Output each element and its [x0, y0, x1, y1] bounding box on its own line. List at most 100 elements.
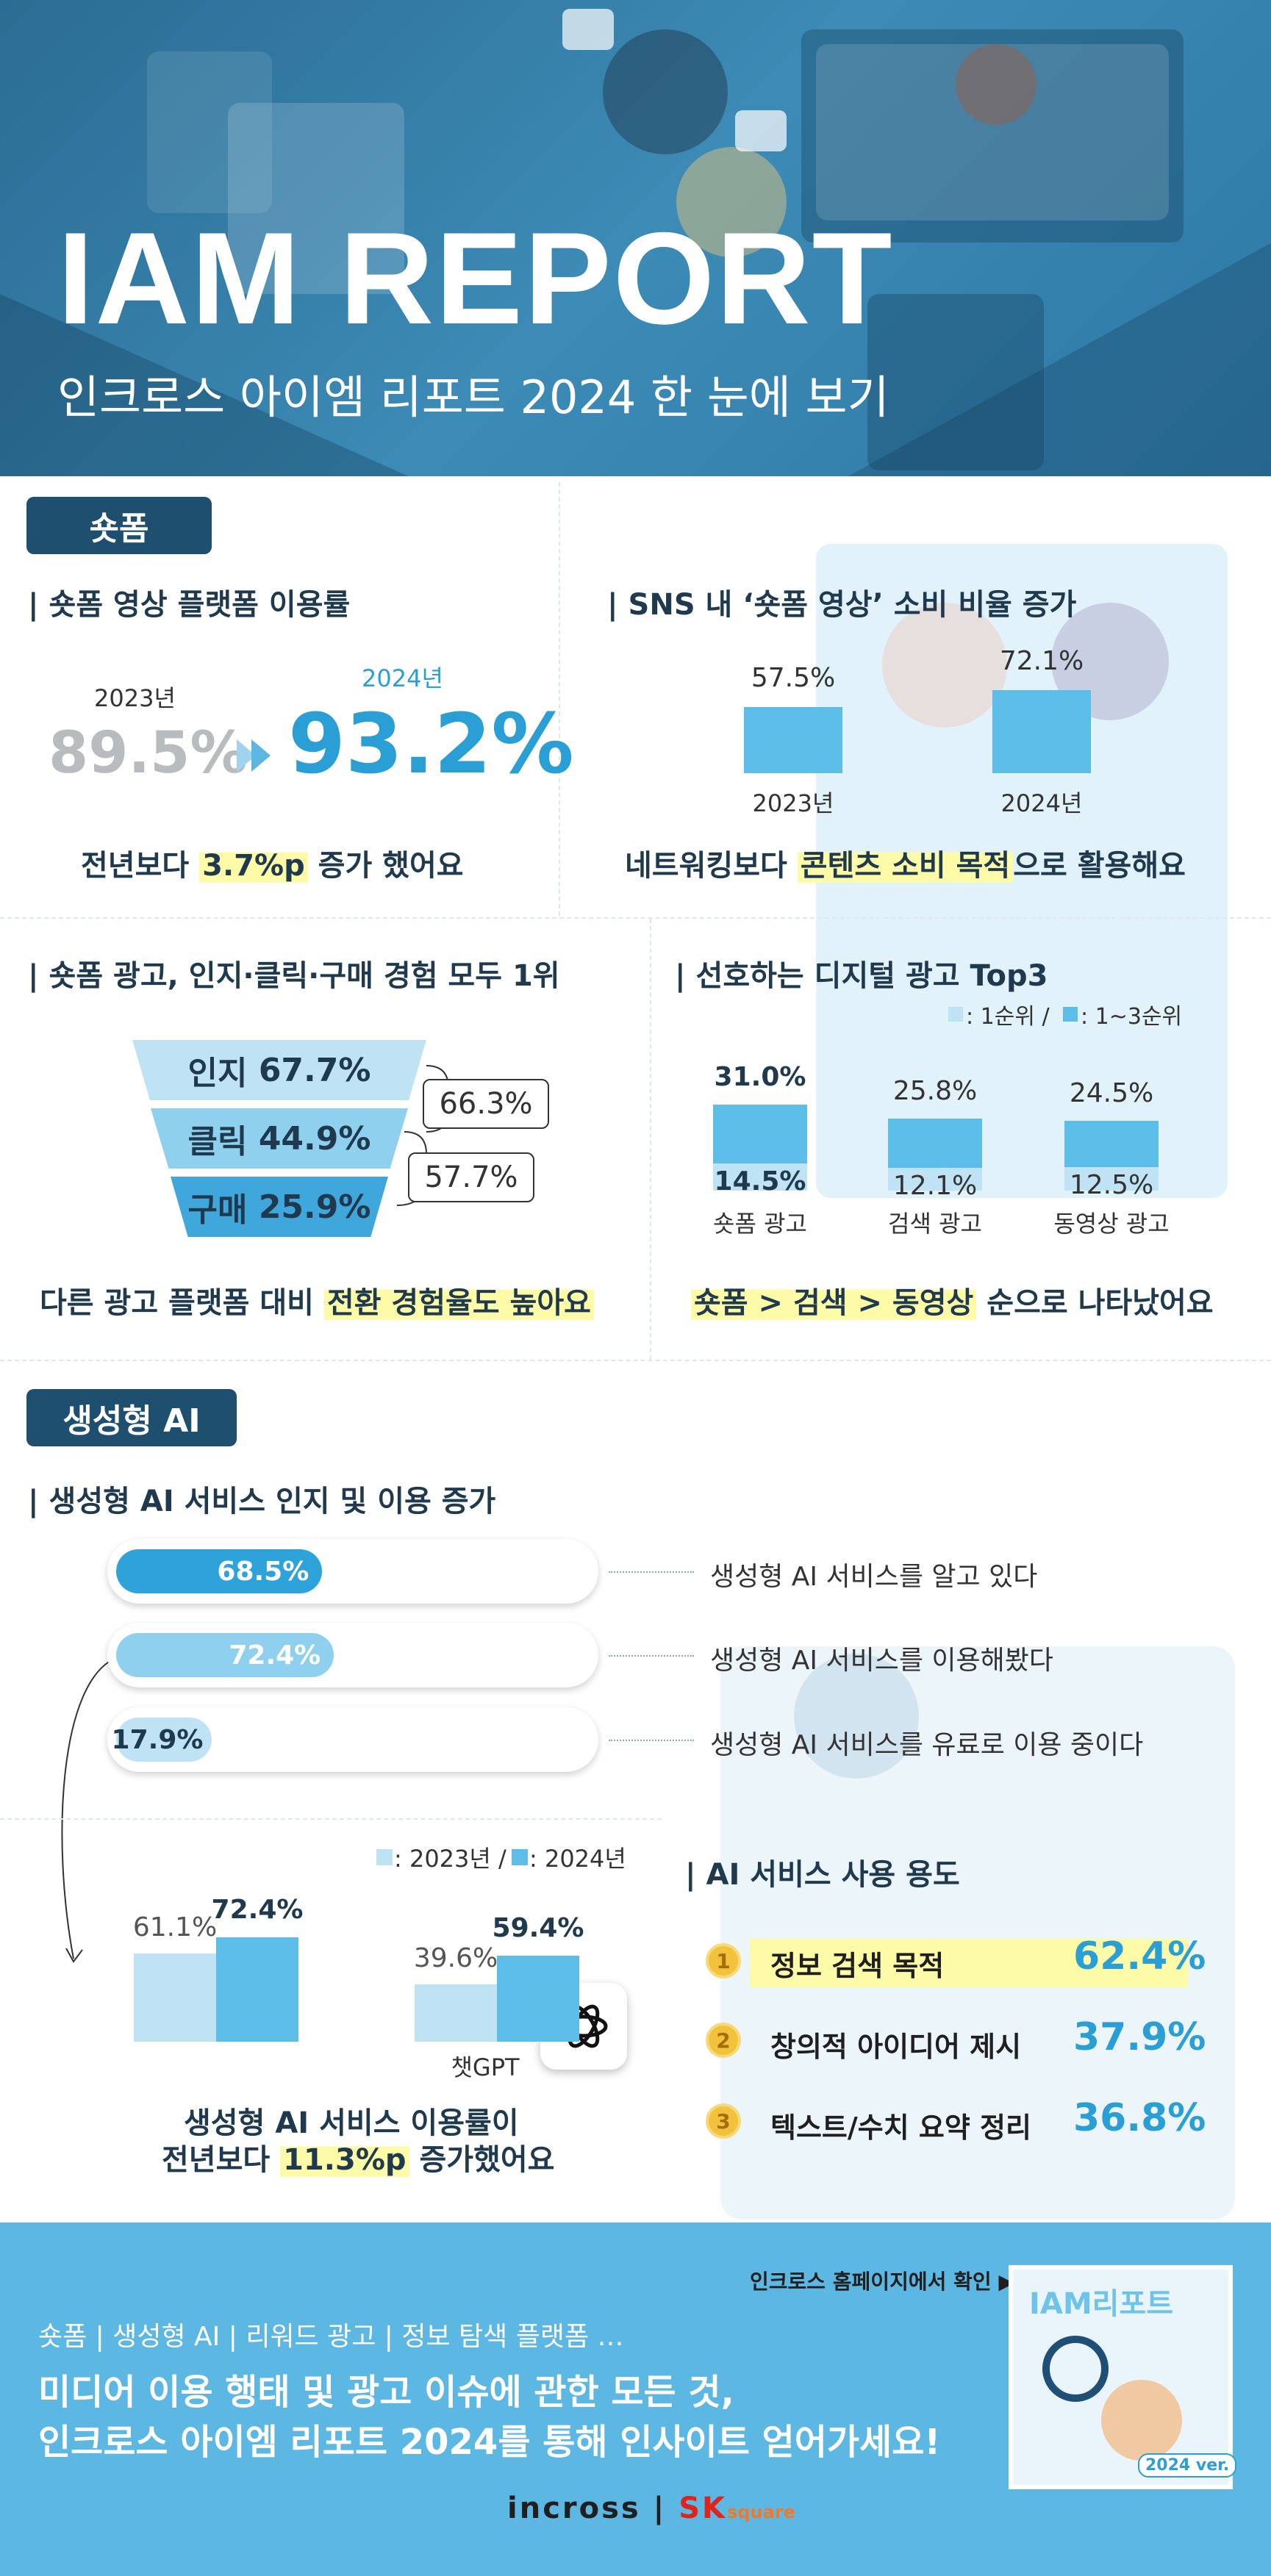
thumbnail-badge: 2024 ver. [1138, 2453, 1237, 2478]
ai-usage-heading: | AI 서비스 사용 용도 [685, 1858, 960, 1892]
header-banner [0, 0, 1271, 476]
legend-rank1-swatch [948, 1007, 963, 1022]
ad-funnel-heading: | 숏폼 광고, 인지·클릭·구매 경험 모두 1위 [28, 959, 560, 993]
sns-bar [992, 690, 1091, 773]
ad-value-rank1: 12.1% [892, 1170, 978, 1201]
person-illustration-icon [956, 44, 1037, 125]
footer-message-line2: 인크로스 아이엠 리포트 2024를 통해 인사이트 얻어가세요! [38, 2422, 941, 2463]
legend-rank1-label: : 1순위 / [966, 1004, 1050, 1030]
sns-bar-value: 57.5% [751, 663, 836, 693]
ad-value-rank13: 24.5% [1069, 1077, 1154, 1108]
legend-rank13-label: : 1~3순위 [1081, 1004, 1183, 1030]
genai-bar-fill: 17.9% [112, 1718, 212, 1762]
monitor-icon [801, 29, 1184, 243]
yoy-value-2024: 72.4% [211, 1895, 304, 1925]
magnifier-icon [1042, 2336, 1109, 2402]
digital-ads-caption: 숏폼 > 검색 > 동영상 순으로 나타났어요 [691, 1279, 1214, 1321]
ad-bar-rank1 [713, 1163, 807, 1191]
usage-item-label: 텍스트/수치 요약 정리 [770, 2112, 1031, 2144]
digital-ads-heading: | 선호하는 디지털 광고 Top3 [675, 959, 1048, 993]
legend-2024-swatch [512, 1849, 528, 1865]
usage-2023-value: 89.5% [49, 720, 248, 786]
phone-group-icon [867, 294, 1044, 470]
yoy-value-2024: 59.4% [492, 1913, 584, 1944]
legend-2024-label: : 2024년 [529, 1845, 626, 1873]
thumbnail-title: IAM리포트 [1029, 2287, 1174, 2321]
legend-2023-label: : 2023년 / [394, 1845, 506, 1873]
ad-bar-rank1 [1064, 1166, 1159, 1191]
funnel-stage-purchase: 구매 25.9% [171, 1177, 388, 1237]
genai-bar-leader [609, 1655, 694, 1657]
phone-card-icon [228, 103, 404, 294]
ad-category-label: 숏폼 광고 [713, 1210, 807, 1238]
funnel-stage-click: 클릭 44.9% [151, 1108, 408, 1169]
yoy-category-label: 챗GPT [451, 2053, 520, 2081]
person-illustration-icon [882, 603, 1007, 728]
ad-bar-rank1 [888, 1167, 982, 1191]
ad-value-rank1: 12.5% [1069, 1169, 1154, 1200]
shortform-usage-heading: | 숏폼 영상 플랫폼 이용률 [28, 588, 351, 622]
genai-caption-line2: 전년보다 11.3%p 증가했어요 [162, 2143, 555, 2177]
conversion-rate-click: 66.3% [423, 1079, 549, 1129]
footer-message-line1: 미디어 이용 행태 및 광고 이슈에 관한 모든 것, [38, 2372, 734, 2413]
ad-value-rank1: 14.5% [714, 1166, 806, 1196]
genai-caption-line1: 생성형 AI 서비스 이용률이 [184, 2106, 519, 2140]
genai-bar-label: 생성형 AI 서비스를 이용해봤다 [710, 1646, 1054, 1676]
genai-bar-fill: 72.4% [116, 1633, 334, 1677]
usage-caption: 전년보다 3.7%p 증가 했어요 [81, 849, 464, 883]
yoy-bar-2024 [216, 1937, 298, 2042]
genai-bar-label: 생성형 AI 서비스를 알고 있다 [710, 1562, 1038, 1592]
medal-gold-icon: 1 [706, 1943, 741, 1978]
homepage-link[interactable]: 인크로스 홈페이지에서 확인 ▶ [750, 2270, 1014, 2294]
ad-value-rank13: 31.0% [714, 1061, 806, 1092]
people-illustration-icon [1101, 2380, 1182, 2461]
heart-bubble-icon [562, 9, 614, 50]
sns-bar-category: 2024년 [1000, 789, 1083, 817]
year-2023-label: 2023년 [94, 684, 176, 712]
report-subtitle: 인크로스 아이엠 리포트 2024 한 눈에 보기 [57, 370, 889, 424]
genai-bar-leader [609, 1740, 694, 1741]
footer-topic-tags: 숏폼 | 생성형 AI | 리워드 광고 | 정보 탐색 플랫폼 … [38, 2322, 624, 2352]
yoy-value-2023: 39.6% [413, 1943, 498, 1974]
legend-2023-swatch [376, 1849, 393, 1865]
robot-icon [794, 1654, 919, 1779]
ad-bar-rank13 [1064, 1120, 1159, 1167]
genai-bar-leader [609, 1571, 694, 1573]
usage-2024-value: 93.2% [288, 697, 574, 792]
medal-bronze-icon: 3 [706, 2103, 741, 2139]
incross-sk-logo: incross | SKsquare [507, 2491, 795, 2525]
ad-category-label: 동영상 광고 [1053, 1210, 1170, 1238]
yoy-bar-2024 [497, 1956, 579, 2042]
report-thumbnail[interactable]: IAM리포트 2024 ver. [1009, 2265, 1237, 2489]
yoy-bar-2023 [415, 1984, 497, 2042]
person-illustration-icon [603, 29, 728, 154]
person-illustration-icon [676, 147, 787, 257]
ad-value-rank13: 25.8% [892, 1076, 978, 1107]
ad-bar-rank13 [713, 1104, 807, 1163]
conversion-rate-purchase: 57.7% [408, 1152, 534, 1202]
sns-caption: 네트워킹보다 콘텐츠 소비 목적 으로 활용해요 [625, 849, 1186, 883]
usage-item-label: 창의적 아이디어 제시 [770, 2031, 1022, 2063]
ad-bar-rank13 [888, 1119, 982, 1168]
funnel-stage-awareness: 인지 67.7% [132, 1040, 426, 1100]
usage-item-value: 62.4% [1073, 1934, 1206, 1978]
sns-bar [744, 707, 842, 773]
genai-bar-fill: 68.5% [116, 1549, 323, 1593]
section-tag-shortform: 숏폼 [26, 497, 212, 554]
phone-card-icon [147, 51, 272, 213]
legend-rank13-swatch [1063, 1007, 1078, 1022]
usage-item-value: 37.9% [1073, 2015, 1206, 2059]
yoy-bar-2023 [134, 1953, 216, 2042]
report-title: IAM REPORT [57, 205, 894, 351]
sns-bar-value: 72.1% [999, 646, 1084, 677]
funnel-caption: 다른 광고 플랫폼 대비 전환 경험율도 높아요 [40, 1279, 594, 1321]
curved-arrow-icon [61, 1657, 118, 1963]
medal-silver-icon: 2 [706, 2023, 741, 2058]
arrow-right-icon [251, 739, 271, 772]
usage-highlight-bar [750, 1939, 1188, 1987]
heart-bubble-icon [735, 110, 787, 151]
ai-illustration [720, 1646, 1235, 2220]
sns-consumption-heading: | SNS 내 ‘숏폼 영상’ 소비 비율 증가 [607, 588, 1077, 622]
genai-heading: | 생성형 AI 서비스 인지 및 이용 증가 [28, 1485, 496, 1518]
ad-category-label: 검색 광고 [888, 1210, 982, 1238]
